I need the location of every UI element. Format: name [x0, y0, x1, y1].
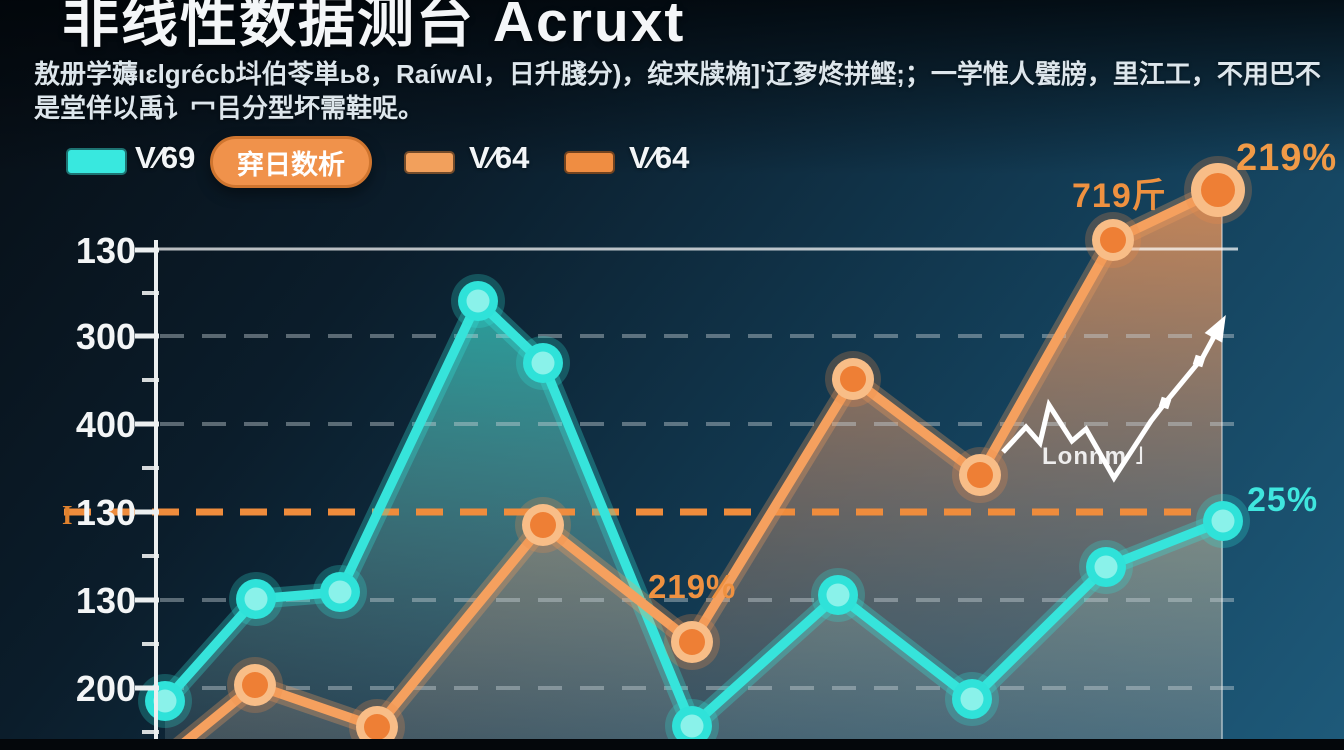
trend-arrow-head [1204, 314, 1226, 343]
data-point-marker-center [244, 587, 268, 611]
y-axis-label: 200 [76, 668, 136, 709]
data-point-marker-center [1211, 509, 1235, 533]
data-point-marker-center [1201, 173, 1235, 207]
data-point-marker-center [466, 289, 490, 313]
annotation-text: 25% [1247, 481, 1318, 519]
y-axis-label: 300 [76, 316, 136, 357]
data-point-marker-center [1100, 227, 1126, 253]
subtitle-line-1: 敖册学薅ιεlgrécb㘰伯苓単ь8，RaíwAl，日升䏼分)，绽来牍桷]'辽㚉… [34, 59, 1321, 89]
legend-label-cyan: V⁄69 [135, 140, 196, 175]
annotation-text: Lonnm ˩ [1042, 443, 1145, 470]
page-title: 非线性数据测台 Acruxt [62, 0, 686, 54]
annotation-text: 719斤 [1072, 177, 1167, 215]
annotation-text: 219% [648, 568, 736, 605]
annotation-text: 219% [1236, 137, 1337, 179]
y-axis-label: 130 [76, 580, 136, 621]
data-point-marker-center [680, 714, 704, 738]
legend-filter-button[interactable]: 穽日数析 [210, 136, 372, 188]
legend-swatch-orange-2[interactable] [564, 151, 615, 174]
data-point-marker-center [840, 366, 866, 392]
data-point-marker-center [960, 687, 984, 711]
series-orange-fill [168, 190, 1222, 750]
legend-button-label: 穽日数析 [237, 149, 345, 180]
data-point-marker-center [530, 512, 556, 538]
subtitle: 敖册学薅ιεlgrécb㘰伯苓単ь8，RaíwAl，日升䏼分)，绽来牍桷]'辽㚉… [34, 57, 1334, 125]
data-point-marker-center [153, 689, 177, 713]
y-axis-label: 130 [76, 492, 136, 533]
data-point-marker-center [967, 462, 993, 488]
data-point-marker-center [364, 714, 390, 740]
series-cyan-line [160, 296, 1228, 731]
data-point-marker-center [531, 351, 555, 375]
data-point-marker-center [1094, 555, 1118, 579]
y-axis-label: 130 [76, 230, 136, 271]
data-point-marker-center [826, 583, 850, 607]
y-axis-accent-mark: I [62, 500, 73, 530]
y-axis-label: 400 [76, 404, 136, 445]
data-point-marker-center [328, 580, 352, 604]
legend-swatch-cyan[interactable] [66, 148, 127, 175]
legend-label-orange-2: V⁄64 [629, 140, 690, 175]
legend-swatch-orange-1[interactable] [404, 151, 455, 174]
data-point-marker-center [242, 672, 268, 698]
bottom-edge-bar [0, 739, 1344, 750]
trend-arrow-square [1158, 396, 1172, 410]
trend-arrow-square [1192, 354, 1206, 368]
trend-arrow-line [1001, 320, 1225, 483]
legend-label-orange-1: V⁄64 [469, 140, 530, 175]
subtitle-line-2: 是堂佯以禹讠冖㠯分型坏需鞋哫。 [34, 93, 425, 123]
data-point-marker-center [679, 629, 705, 655]
